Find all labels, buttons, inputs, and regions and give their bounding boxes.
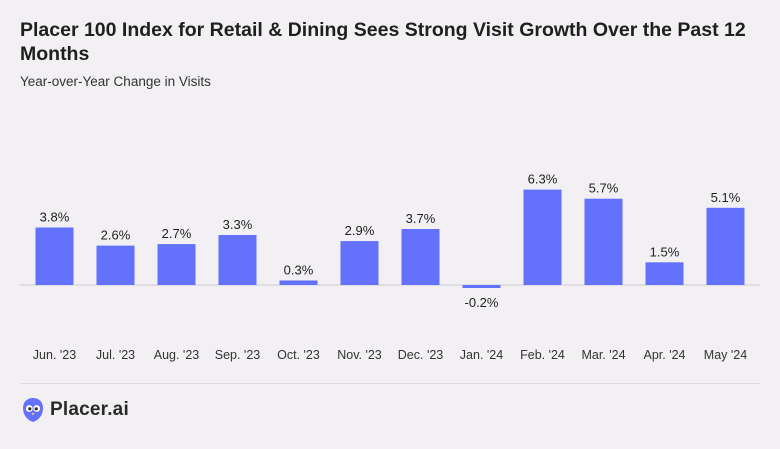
- x-tick-label: Dec. '23: [398, 348, 444, 362]
- footer-divider: [20, 383, 760, 384]
- bar: [401, 229, 440, 285]
- x-tick-label: Apr. '24: [644, 348, 686, 362]
- x-tick-label: Jan. '24: [460, 348, 503, 362]
- chart-title: Placer 100 Index for Retail & Dining See…: [20, 19, 746, 65]
- data-label: 2.7%: [162, 226, 192, 241]
- data-label: 3.7%: [406, 211, 436, 226]
- data-label: 5.1%: [711, 190, 741, 205]
- placer-logo: Placer.ai: [22, 397, 129, 423]
- bar: [35, 227, 74, 285]
- data-label: 3.3%: [223, 217, 253, 232]
- x-tick-label: Feb. '24: [520, 348, 565, 362]
- bar: [462, 285, 501, 288]
- data-label: 3.8%: [40, 210, 70, 225]
- x-tick-label: Sep. '23: [215, 348, 261, 362]
- data-label: 2.9%: [345, 223, 375, 238]
- data-label: 0.3%: [284, 263, 314, 278]
- bar: [157, 244, 196, 285]
- bar: [279, 280, 318, 285]
- x-tick-label: Nov. '23: [337, 348, 382, 362]
- x-tick-label: Jun. '23: [33, 348, 76, 362]
- data-label: 2.6%: [101, 228, 131, 243]
- logo-text: Placer.ai: [50, 399, 129, 420]
- x-tick-label: Oct. '23: [277, 348, 320, 362]
- bar: [645, 262, 684, 285]
- x-tick-label: Mar. '24: [581, 348, 625, 362]
- bar: [584, 198, 623, 285]
- chart-subtitle: Year-over-Year Change in Visits: [20, 74, 211, 89]
- data-label: 5.7%: [589, 181, 619, 196]
- data-label: 6.3%: [528, 172, 558, 187]
- bar-chart: 3.8% Jun. '23 2.6% Jul. '23 2.7% Aug. '23 3.3%…: [20, 172, 760, 362]
- data-label: -0.2%: [465, 295, 499, 310]
- x-tick-label: Aug. '23: [154, 348, 200, 362]
- data-label: 1.5%: [650, 244, 680, 259]
- owl-icon: [23, 398, 43, 422]
- bar: [706, 207, 745, 285]
- x-tick-label: Jul. '23: [96, 348, 135, 362]
- bar: [218, 235, 257, 285]
- bar: [96, 245, 135, 285]
- x-tick-label: May '24: [704, 348, 747, 362]
- bar: [340, 241, 379, 285]
- bar: [523, 189, 562, 285]
